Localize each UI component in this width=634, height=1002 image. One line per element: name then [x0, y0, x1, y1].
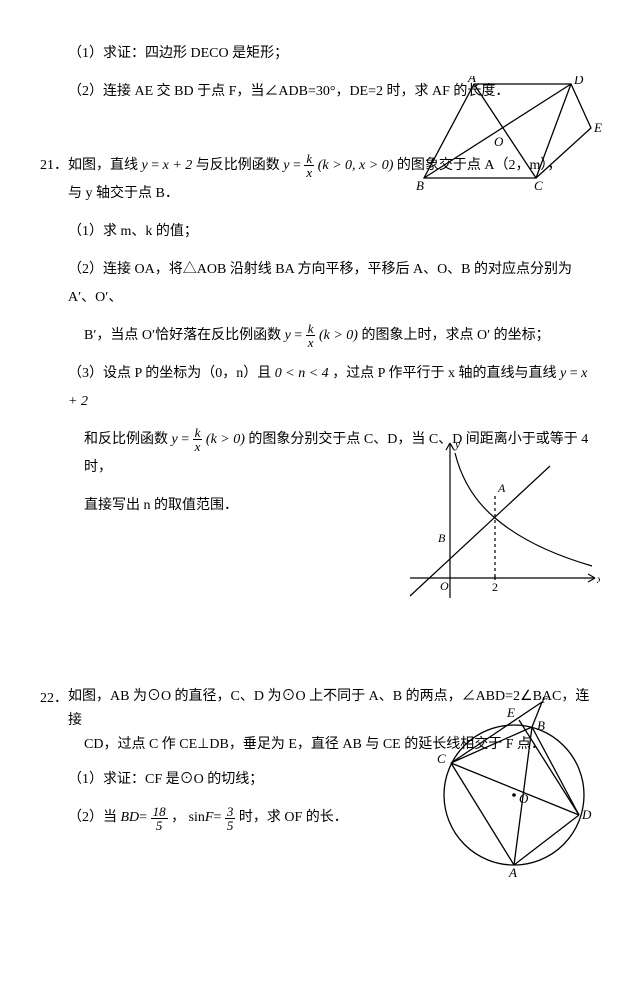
- q21-stem-b: 与反比例函数: [196, 158, 284, 173]
- svg-text:A: A: [497, 481, 506, 495]
- svg-text:O: O: [494, 134, 504, 149]
- svg-text:F: F: [540, 697, 550, 706]
- svg-text:y: y: [454, 438, 461, 451]
- q22-number: 22．: [40, 685, 68, 733]
- svg-text:2: 2: [492, 580, 498, 594]
- svg-text:D: D: [573, 76, 584, 87]
- q21-sub2-b: B′，当点 O′恰好落在反比例函数 y = kx (k > 0) 的图象上时，求…: [40, 322, 594, 350]
- svg-text:C: C: [437, 751, 446, 766]
- svg-text:E: E: [593, 120, 602, 135]
- q21-number: 21．: [40, 152, 68, 180]
- q21-sub3-line1: （3）设点 P 的坐标为（0，n）且 0 < n < 4 ，过点 P 作平行于 …: [40, 360, 594, 416]
- q22-figure: A B C D E F O: [429, 697, 594, 888]
- svg-text:O: O: [519, 791, 529, 806]
- q21-eq2: y = kx (k > 0, x > 0): [283, 158, 397, 173]
- q20-sub1: （1）求证：四边形 DECO 是矩形；: [40, 40, 594, 68]
- svg-text:A: A: [508, 865, 517, 877]
- page: （1）求证：四边形 DECO 是矩形； （2）连接 AE 交 BD 于点 F，当…: [0, 0, 634, 1002]
- q21-figure: x y O 2 A B: [400, 438, 600, 614]
- q21-svg: x y O 2 A B: [400, 438, 600, 603]
- svg-text:A: A: [467, 76, 476, 85]
- q20-svg: A B C D E O: [416, 76, 606, 191]
- svg-text:B: B: [537, 718, 545, 733]
- svg-text:E: E: [506, 705, 515, 720]
- q21-eq1: y = x + 2: [142, 158, 196, 173]
- svg-text:C: C: [534, 178, 543, 191]
- svg-text:B: B: [438, 531, 446, 545]
- q21-sub1: （1）求 m、k 的值；: [40, 218, 594, 246]
- svg-text:B: B: [416, 178, 424, 191]
- svg-text:O: O: [440, 579, 449, 593]
- q21-stem-a: 如图，直线: [68, 158, 142, 173]
- svg-text:x: x: [596, 572, 600, 586]
- q22-svg: A B C D E F O: [429, 697, 594, 877]
- q21-sub2-a: （2）连接 OA，将△AOB 沿射线 BA 方向平移，平移后 A、O、B 的对应…: [40, 256, 594, 312]
- q20-figure: A B C D E O: [416, 76, 606, 202]
- svg-text:D: D: [581, 807, 592, 822]
